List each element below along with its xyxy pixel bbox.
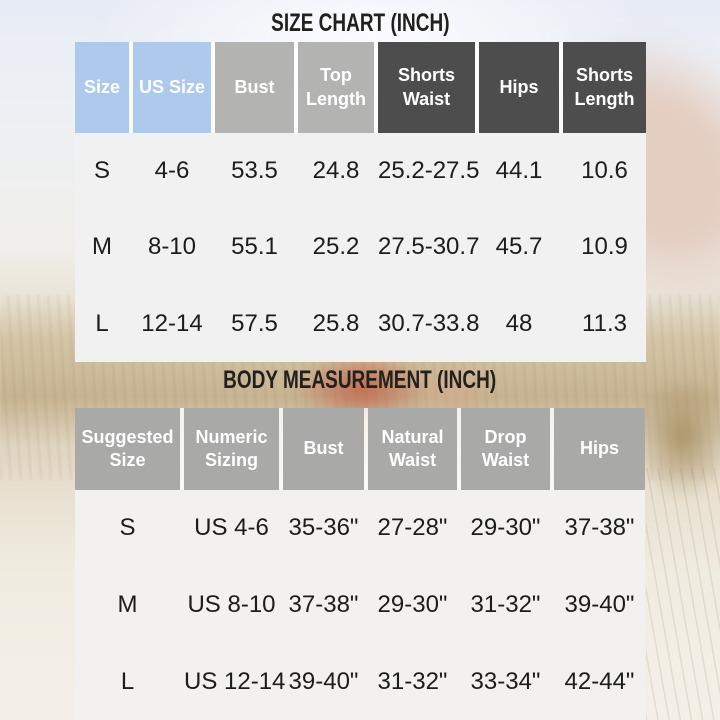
size-chart-header-row: Size US Size Bust Top Length Shorts Wais… <box>75 42 646 133</box>
table-row-s: S US 4-6 35-36" 27-28" 29-30" 37-38" <box>75 490 645 567</box>
table-cell: 30.7-33.8 <box>378 309 480 337</box>
column-header-numeric-sizing: Numeric Sizing <box>184 408 279 490</box>
table-cell: US 4-6 <box>194 514 269 542</box>
table-cell: L <box>95 309 109 337</box>
table-cell: 42-44" <box>564 667 635 695</box>
table-cell: 8-10 <box>147 233 197 261</box>
table-cell: 55.1 <box>231 233 278 261</box>
table-cell: 39-40" <box>288 667 359 695</box>
table-cell: L <box>120 667 135 695</box>
column-header-shorts-length: Shorts Length <box>563 42 646 133</box>
table-row-m: M US 8-10 37-38" 29-30" 31-32" 39-40" <box>75 567 645 644</box>
table-cell: 29-30" <box>377 590 448 618</box>
table-cell: 31-32" <box>470 590 541 618</box>
table-cell: 45.7 <box>495 233 543 261</box>
table-cell: 53.5 <box>231 157 278 185</box>
column-header-drop-waist: Drop Waist <box>461 408 550 490</box>
column-header-hips-2: Hips <box>554 408 645 490</box>
size-chart-title-text: SIZE CHART (INCH) <box>270 9 450 37</box>
table-cell: 37-38" <box>564 514 635 542</box>
column-header-shorts-waist: Shorts Waist <box>378 42 475 133</box>
column-header-bust: Bust <box>215 42 294 133</box>
table-cell: 57.5 <box>231 309 278 337</box>
table-cell: 25.2-27.5 <box>378 157 480 185</box>
table-cell: 29-30" <box>470 514 541 542</box>
table-cell: 24.8 <box>312 157 360 185</box>
column-header-size: Size <box>75 42 129 133</box>
column-header-suggested-size: Suggested Size <box>75 408 180 490</box>
table-cell: 25.2 <box>312 233 360 261</box>
background-grass-stalks <box>646 468 720 720</box>
table-cell: 10.6 <box>581 157 628 185</box>
table-cell: 44.1 <box>495 157 543 185</box>
body-measurement-title: BODY MEASUREMENT (INCH) <box>0 366 720 395</box>
size-chart-title: SIZE CHART (INCH) <box>0 9 720 38</box>
table-cell: M <box>117 590 138 618</box>
table-cell: S <box>93 157 110 185</box>
body-measurement-body: S US 4-6 35-36" 27-28" 29-30" 37-38" M U… <box>75 490 645 720</box>
table-cell: M <box>92 233 112 261</box>
table-cell: 48 <box>505 309 533 337</box>
column-header-bust-2: Bust <box>283 408 364 490</box>
table-cell: 35-36" <box>288 514 359 542</box>
table-cell: S <box>119 514 136 542</box>
body-measurement-header-row: Suggested Size Numeric Sizing Bust Natur… <box>75 408 645 490</box>
table-cell: 27-28" <box>377 514 448 542</box>
table-row-s: S 4-6 53.5 24.8 25.2-27.5 44.1 10.6 <box>75 133 646 209</box>
column-header-natural-waist: Natural Waist <box>368 408 457 490</box>
table-row-l: L US 12-14 39-40" 31-32" 33-34" 42-44" <box>75 643 645 720</box>
body-measurement-title-text: BODY MEASUREMENT (INCH) <box>223 366 497 394</box>
column-header-hips: Hips <box>479 42 559 133</box>
table-cell: 37-38" <box>288 590 359 618</box>
table-cell: US 12-14 <box>184 667 286 695</box>
table-cell: 31-32" <box>377 667 448 695</box>
column-header-top-length: Top Length <box>298 42 374 133</box>
table-row-m: M 8-10 55.1 25.2 27.5-30.7 45.7 10.9 <box>75 209 646 285</box>
table-cell: 11.3 <box>582 309 627 337</box>
table-cell: 10.9 <box>581 233 628 261</box>
size-chart-body: S 4-6 53.5 24.8 25.2-27.5 44.1 10.6 M 8-… <box>75 133 646 362</box>
table-cell: 39-40" <box>564 590 635 618</box>
table-cell: 12-14 <box>141 309 203 337</box>
column-header-us-size: US Size <box>133 42 211 133</box>
table-row-l: L 12-14 57.5 25.8 30.7-33.8 48 11.3 <box>75 286 646 362</box>
table-cell: 27.5-30.7 <box>378 233 480 261</box>
table-cell: 25.8 <box>312 309 360 337</box>
table-cell: 4-6 <box>154 157 190 185</box>
table-cell: 33-34" <box>470 667 541 695</box>
table-cell: US 8-10 <box>187 590 276 618</box>
